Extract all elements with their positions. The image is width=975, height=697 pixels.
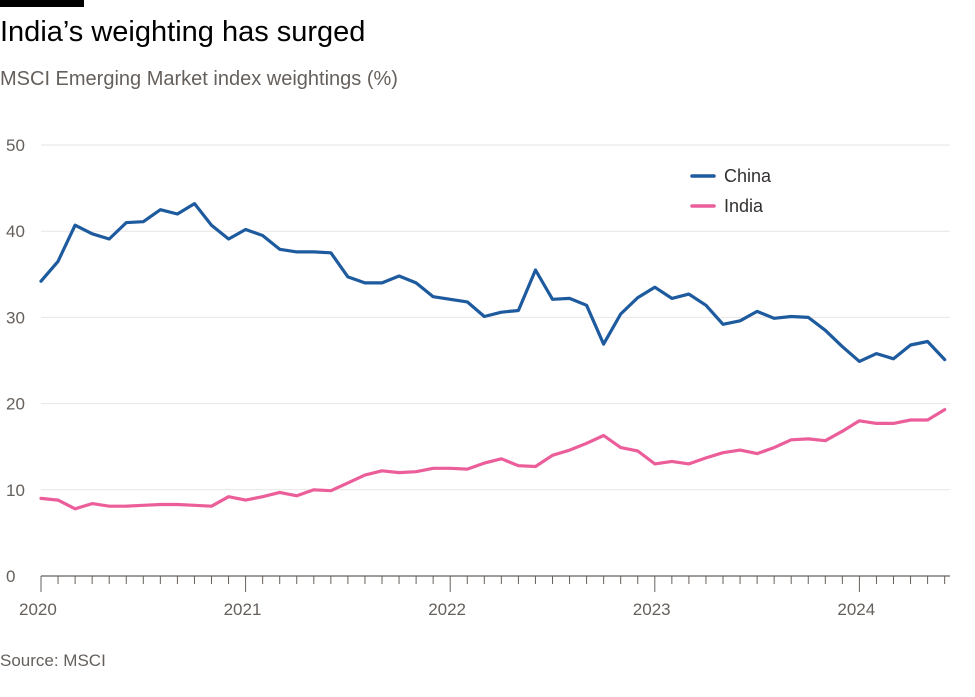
y-tick-label: 30 (6, 308, 25, 327)
legend-label-india: India (724, 196, 764, 216)
y-tick-label: 10 (6, 481, 25, 500)
y-tick-label: 40 (6, 222, 25, 241)
series-line-india (39, 408, 947, 511)
chart-subtitle: MSCI Emerging Market index weightings (%… (0, 68, 398, 90)
x-axis: 2020 2021 2022 2023 2024 (19, 575, 950, 619)
y-tick-label: 0 (6, 567, 15, 586)
source-note: Source: MSCI (0, 651, 106, 670)
y-tick-label: 20 (6, 395, 25, 414)
x-tick-label: 2022 (428, 600, 466, 619)
x-tick-label: 2020 (19, 600, 57, 619)
grid-lines (41, 144, 950, 491)
brand-bar (0, 0, 84, 7)
x-tick-label: 2024 (837, 600, 875, 619)
x-tick-label: 2023 (633, 600, 671, 619)
series-line-china (39, 202, 947, 363)
y-tick-label: 50 (6, 136, 25, 155)
legend: China India (690, 166, 772, 216)
legend-label-china: China (724, 166, 772, 186)
y-axis-ticks: 0 10 20 30 40 50 (6, 136, 25, 586)
series-lines (39, 202, 947, 511)
x-tick-label: 2021 (224, 600, 262, 619)
chart-title: India’s weighting has surged (0, 16, 366, 48)
